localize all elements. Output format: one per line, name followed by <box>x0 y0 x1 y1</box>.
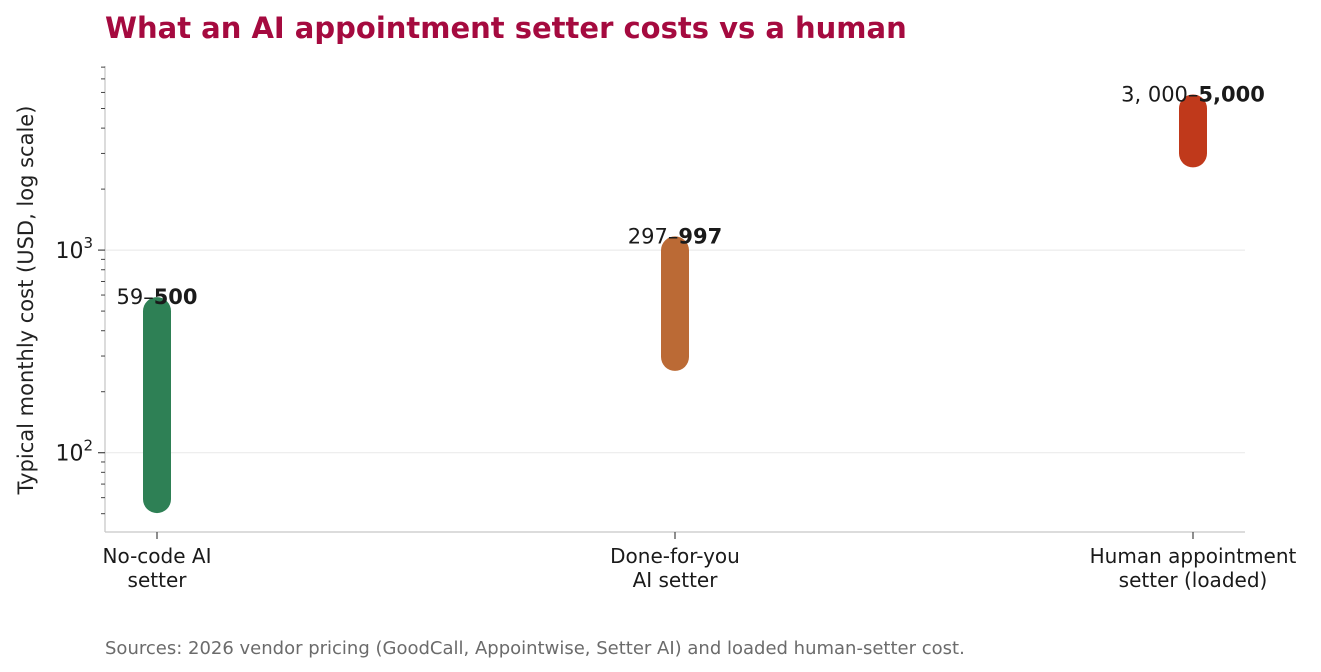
range-label-high: 5,000 <box>1198 82 1264 106</box>
chart-title: What an AI appointment setter costs vs a… <box>105 11 907 45</box>
y-tick-label: 102 <box>55 437 93 467</box>
range-label-separator: – <box>1188 82 1199 106</box>
range-label: 3, 000–5,000 <box>1121 82 1265 106</box>
range-label-high: 500 <box>154 285 198 309</box>
range-label: 59–500 <box>116 285 197 309</box>
source-note: Sources: 2026 vendor pricing (GoodCall, … <box>105 638 965 659</box>
y-tick-base: 10 <box>55 239 83 264</box>
x-tick-label: No-code AI <box>103 544 212 568</box>
x-tick-label: setter <box>128 568 188 592</box>
y-tick-exponent: 2 <box>83 437 93 455</box>
x-tick-label: AI setter <box>633 568 719 592</box>
x-tick-label: setter (loaded) <box>1119 568 1268 592</box>
range-label-separator: – <box>143 285 154 309</box>
range-label-low: 297 <box>628 224 668 248</box>
range-label-low: 3, 000 <box>1121 82 1188 106</box>
y-tick-base: 10 <box>55 442 83 467</box>
range-label-low: 59 <box>116 285 143 309</box>
y-tick-exponent: 3 <box>83 234 93 252</box>
x-tick-label: Done-for-you <box>610 544 740 568</box>
x-tick-label: Human appointment <box>1090 544 1297 568</box>
range-label: 297–997 <box>628 224 722 248</box>
range-label-separator: – <box>668 224 679 248</box>
range-label-high: 997 <box>678 224 722 248</box>
y-axis-label: Typical monthly cost (USD, log scale) <box>14 106 38 496</box>
y-tick-label: 103 <box>55 234 93 264</box>
